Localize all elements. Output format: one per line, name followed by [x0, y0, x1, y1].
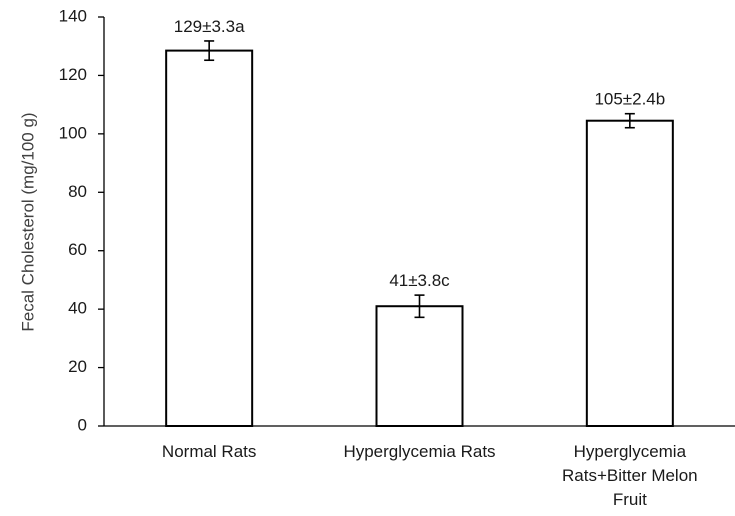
category-label-line: Normal Rats [162, 442, 256, 461]
y-tick-label: 140 [59, 6, 87, 25]
y-tick-label: 40 [68, 299, 87, 318]
bar [165, 49, 254, 427]
data-label: 105±2.4b [594, 90, 665, 109]
category-label-line: Hyperglycemia Rats [343, 442, 495, 461]
bars: 129±3.3a 41±3.8c 105±2.4b [165, 17, 674, 428]
y-axis-title: Fecal Cholesterol (mg/100 g) [18, 112, 37, 331]
category-label-line: Rats+Bitter Melon [562, 466, 698, 485]
y-tick-label: 0 [78, 415, 87, 434]
category-label-line: Fruit [613, 490, 647, 509]
y-tick-label: 20 [68, 357, 87, 376]
category-label: Normal Rats [162, 442, 256, 461]
data-label: 41±3.8c [389, 271, 450, 290]
category-label: Hyperglycemia Rats+Bitter Melon Fruit [562, 442, 698, 509]
category-label: Hyperglycemia Rats [343, 442, 495, 461]
y-tick-label: 60 [68, 240, 87, 259]
category-label-line: Hyperglycemia [574, 442, 687, 461]
y-tick-label: 80 [68, 182, 87, 201]
y-tick-label: 120 [59, 65, 87, 84]
y-tick-label: 100 [59, 123, 87, 142]
y-axis: 0 20 40 60 80 100 120 140 [59, 6, 105, 434]
data-label: 129±3.3a [174, 17, 245, 36]
bar [375, 305, 464, 428]
x-axis: Normal Rats Hyperglycemia Rats Hyperglycem… [104, 425, 735, 509]
bar [585, 119, 674, 427]
